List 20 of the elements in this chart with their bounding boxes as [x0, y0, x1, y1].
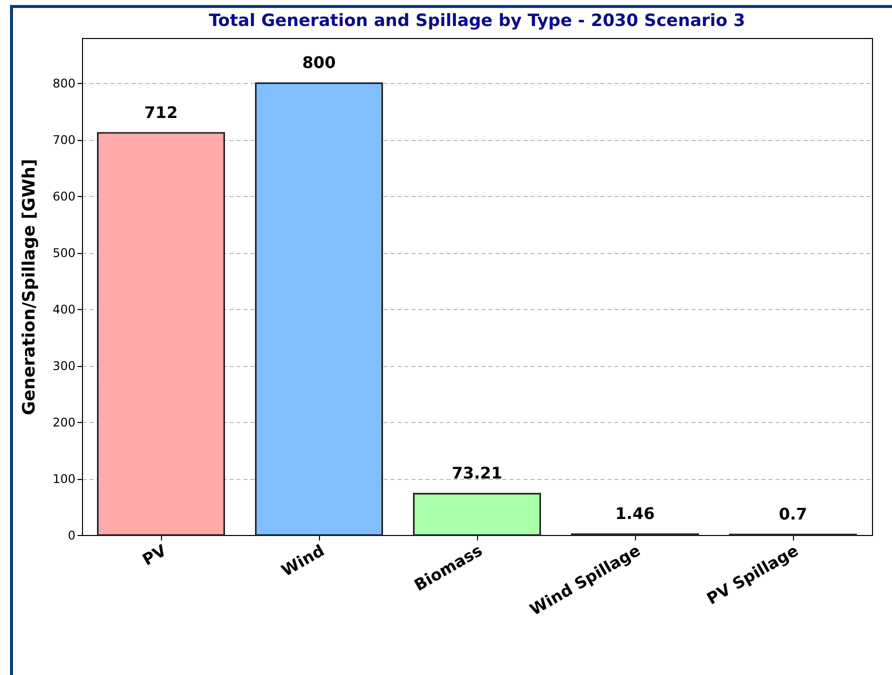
- y-tick-label: 100: [52, 472, 76, 486]
- chart-title: Total Generation and Spillage by Type - 2030 Scenario 3: [208, 11, 746, 31]
- y-tick-label: 200: [52, 416, 76, 430]
- x-tick-label: PV: [139, 540, 170, 570]
- y-axis-title: Generation/Spillage [GWh]: [20, 158, 40, 416]
- y-tick-label: 600: [52, 190, 76, 204]
- data-label: 0.7: [778, 504, 808, 524]
- bar: [97, 132, 225, 536]
- bar: [413, 492, 541, 536]
- y-tick-label: 300: [52, 359, 76, 374]
- y-tick-label: 400: [52, 302, 76, 317]
- y-tick-label: 700: [52, 133, 76, 148]
- y-tick-label: 800: [52, 76, 76, 91]
- data-label: 712: [144, 102, 178, 122]
- data-label: 73.21: [452, 464, 502, 483]
- data-label: 1.46: [615, 504, 655, 524]
- data-label: 800: [302, 53, 336, 72]
- bar: [255, 82, 383, 536]
- y-tick-label: 500: [52, 246, 76, 260]
- y-tick-label: 0: [68, 528, 76, 542]
